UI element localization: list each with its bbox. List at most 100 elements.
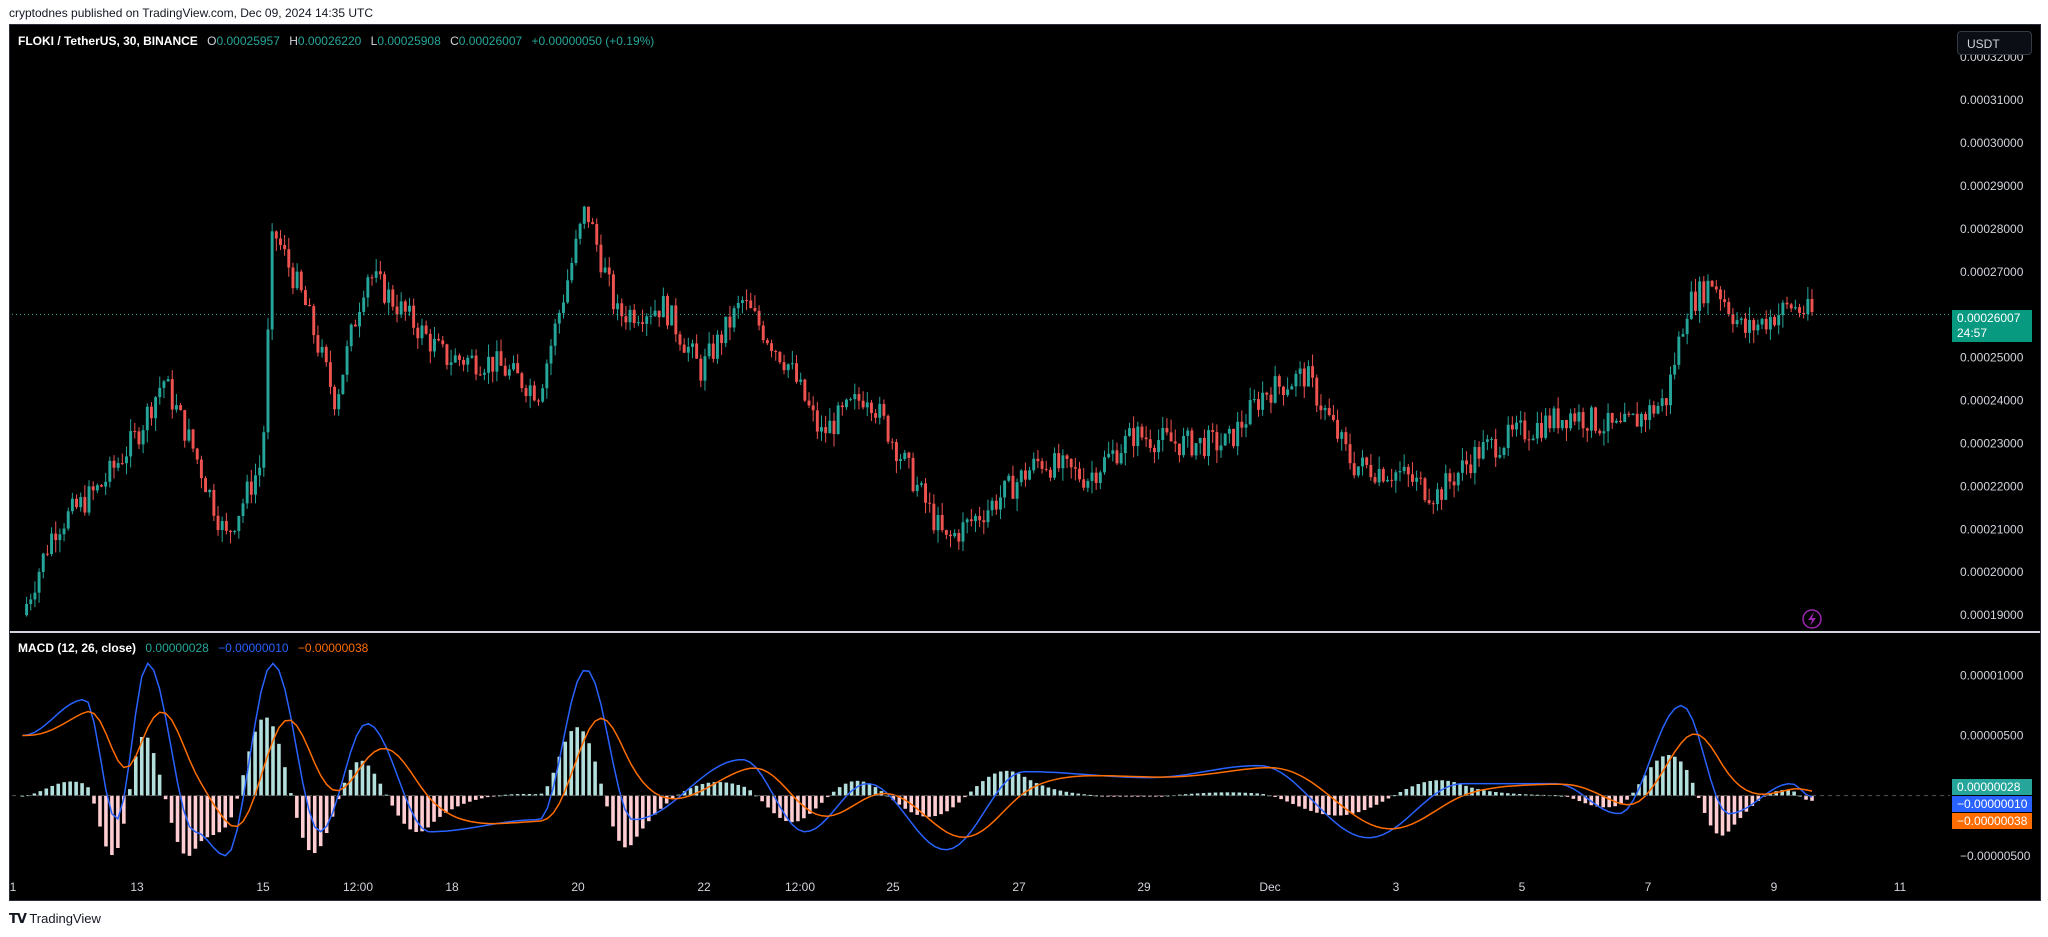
candle	[58, 528, 62, 553]
macd-hist-bar	[1440, 780, 1444, 796]
macd-hist-bar	[74, 781, 78, 796]
macd-hist-bar	[849, 781, 854, 796]
macd-hist-bar	[939, 795, 943, 815]
macd-hist-bar	[1189, 793, 1194, 796]
candle	[1119, 444, 1123, 465]
candle	[1327, 398, 1331, 417]
macd-hist-bar	[157, 774, 162, 796]
price-axis: 0.00019000 0.00020000 0.00021000 0.00022000…	[1960, 50, 2024, 622]
candle	[591, 217, 595, 225]
candle	[1057, 443, 1061, 472]
macd-hist-bar	[104, 795, 108, 847]
candle	[1411, 462, 1414, 487]
candle	[1477, 441, 1481, 467]
candle	[1427, 488, 1431, 505]
macd-hist-bar	[1064, 791, 1069, 796]
candle	[1614, 418, 1618, 424]
time-tick-label: 11	[1894, 880, 1907, 894]
candle	[1560, 419, 1564, 431]
price-series	[25, 205, 1814, 617]
candle	[574, 229, 578, 266]
macd-hist-bar	[1112, 795, 1116, 797]
macd-hist-bar	[1607, 795, 1611, 808]
candle	[91, 481, 95, 501]
candle	[453, 348, 457, 364]
candle	[811, 396, 815, 422]
candle	[233, 530, 237, 535]
candle	[1556, 397, 1560, 434]
candle	[441, 335, 445, 348]
candle	[720, 330, 724, 355]
candle	[1340, 429, 1344, 451]
currency-button[interactable]: USDT	[1957, 31, 2032, 55]
candle	[1069, 458, 1073, 479]
macd-hist-bar	[133, 756, 138, 796]
signal-line-tag: −0.00000038	[1952, 813, 2032, 829]
macd-hist-bar	[1410, 786, 1415, 796]
candle	[899, 453, 903, 470]
time-tick-label: 18	[445, 880, 459, 894]
macd-hist-bar	[116, 795, 120, 848]
candle	[1502, 446, 1506, 459]
macd-hist-bar	[623, 795, 627, 848]
candle	[670, 305, 674, 326]
candle	[857, 387, 861, 410]
macd-hist-bar	[360, 760, 365, 796]
candle	[1269, 387, 1273, 414]
macd-hist-bar	[86, 787, 90, 796]
candle	[1710, 279, 1714, 288]
candle	[890, 438, 894, 450]
macd-hist-bar	[1768, 793, 1773, 796]
candle	[149, 402, 153, 426]
lightning-icon[interactable]	[1802, 609, 1822, 629]
macd-hist-bar	[658, 795, 663, 809]
macd-hist-bar	[1010, 771, 1015, 796]
candle	[499, 339, 503, 366]
macd-hist-bar	[1386, 795, 1391, 799]
macd-title[interactable]: MACD (12, 26, close)	[18, 641, 137, 655]
candle	[786, 363, 790, 378]
macd-hist-value: 0.00000028	[145, 641, 209, 655]
candle	[287, 237, 291, 277]
symbol-title[interactable]: FLOKI / TetherUS, 30, BINANCE	[18, 34, 198, 48]
candle	[1564, 419, 1568, 441]
macd-hist-bar	[306, 795, 311, 851]
candle	[803, 378, 807, 403]
candle	[607, 257, 611, 287]
price-tick-label: 0.00019000	[1960, 608, 2024, 622]
candle	[1752, 317, 1756, 344]
candle	[316, 325, 320, 357]
macd-hist-bar	[599, 783, 603, 796]
candle	[1365, 456, 1369, 469]
candle	[1456, 471, 1460, 492]
candle	[37, 568, 41, 603]
candle	[108, 456, 112, 488]
candle	[1348, 433, 1352, 470]
tradingview-logo[interactable]: 𝗧𝗩 TradingView	[9, 911, 101, 927]
candle	[333, 384, 337, 416]
candle	[337, 388, 341, 416]
candle	[1257, 391, 1260, 417]
candle	[949, 530, 952, 548]
macd-hist-bar	[426, 795, 430, 828]
candle	[1768, 309, 1772, 340]
candle	[1103, 450, 1106, 475]
candle	[1152, 444, 1156, 464]
candle	[387, 281, 391, 316]
candle	[1294, 370, 1298, 397]
macd-hist-bar	[1088, 794, 1092, 796]
macd-hist-bar	[1690, 782, 1695, 796]
macd-hist-bar	[951, 795, 955, 808]
candle	[204, 476, 208, 493]
candle	[1440, 486, 1444, 510]
candle	[303, 286, 307, 306]
candle	[549, 339, 553, 375]
macd-hist-bar	[318, 795, 323, 847]
macd-hist-bar	[378, 783, 383, 796]
macd-hist-bar	[1297, 795, 1301, 807]
candle	[1694, 278, 1697, 316]
macd-hist-bar	[1649, 767, 1653, 796]
macd-hist-bar	[1511, 793, 1516, 796]
price-tick-label: 0.00021000	[1960, 522, 2024, 536]
